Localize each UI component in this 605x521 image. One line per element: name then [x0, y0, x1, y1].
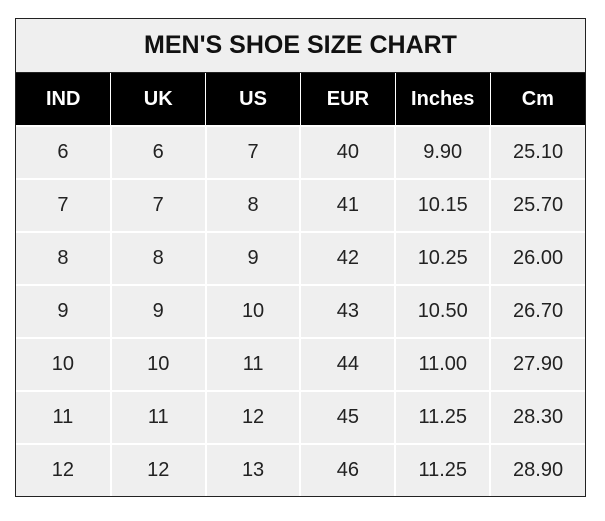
- table-cell: 10: [204, 284, 301, 338]
- table-cell: 12: [16, 443, 111, 496]
- column-header: US: [205, 73, 301, 126]
- table-row: 11 11 12 45 11.25 28.30: [16, 390, 585, 444]
- table-cell: 11.25: [394, 390, 491, 444]
- column-header: Cm: [489, 73, 585, 126]
- table-cell: 44: [299, 337, 396, 391]
- table-cell: 10.15: [394, 178, 491, 232]
- column-header: UK: [110, 73, 206, 126]
- table-cell: 45: [299, 390, 396, 444]
- table-cell: 28.30: [489, 390, 585, 444]
- table-cell: 10: [109, 337, 206, 391]
- table-cell: 43: [299, 284, 396, 338]
- table-cell: 11.25: [394, 443, 491, 496]
- table-cell: 11.00: [394, 337, 491, 391]
- table-cell: 6: [109, 125, 206, 179]
- table-cell: 11: [204, 337, 301, 391]
- table-cell: 11: [109, 390, 206, 444]
- table-cell: 40: [299, 125, 396, 179]
- table-cell: 7: [109, 178, 206, 232]
- table-cell: 25.10: [489, 125, 585, 179]
- header-row: IND UK US EUR Inches Cm: [16, 73, 585, 126]
- table-cell: 8: [16, 231, 111, 285]
- table-cell: 42: [299, 231, 396, 285]
- table-cell: 13: [204, 443, 301, 496]
- table-cell: 8: [109, 231, 206, 285]
- table-cell: 26.00: [489, 231, 585, 285]
- table-cell: 12: [204, 390, 301, 444]
- table-cell: 7: [204, 125, 301, 179]
- table-row: 7 7 8 41 10.15 25.70: [16, 178, 585, 232]
- table-row: 6 6 7 40 9.90 25.10: [16, 125, 585, 179]
- table-cell: 6: [16, 125, 111, 179]
- table-cell: 9: [109, 284, 206, 338]
- table-cell: 41: [299, 178, 396, 232]
- table-cell: 12: [109, 443, 206, 496]
- size-table: IND UK US EUR Inches Cm 6 6 7 40 9.90 25.10 7 7 8 41 10…: [16, 73, 585, 496]
- table-cell: 9: [16, 284, 111, 338]
- table-cell: 7: [16, 178, 111, 232]
- table-cell: 46: [299, 443, 396, 496]
- size-chart: MEN'S SHOE SIZE CHART IND UK US EUR Inches Cm…: [15, 18, 586, 497]
- table-cell: 25.70: [489, 178, 585, 232]
- table-row: 12 12 13 46 11.25 28.90: [16, 443, 585, 496]
- table-cell: 9.90: [394, 125, 491, 179]
- table-row: 10 10 11 44 11.00 27.90: [16, 337, 585, 391]
- table-cell: 10: [16, 337, 111, 391]
- column-header: Inches: [394, 73, 491, 126]
- column-header: EUR: [299, 73, 396, 126]
- chart-title: MEN'S SHOE SIZE CHART: [16, 19, 585, 73]
- table-row: 9 9 10 43 10.50 26.70: [16, 284, 585, 338]
- table-cell: 10.50: [394, 284, 491, 338]
- table-row: 8 8 9 42 10.25 26.00: [16, 231, 585, 285]
- table-cell: 27.90: [489, 337, 585, 391]
- column-header: IND: [16, 73, 111, 126]
- table-cell: 26.70: [489, 284, 585, 338]
- table-cell: 9: [204, 231, 301, 285]
- table-cell: 28.90: [489, 443, 585, 496]
- table-cell: 8: [204, 178, 301, 232]
- table-cell: 11: [16, 390, 111, 444]
- table-cell: 10.25: [394, 231, 491, 285]
